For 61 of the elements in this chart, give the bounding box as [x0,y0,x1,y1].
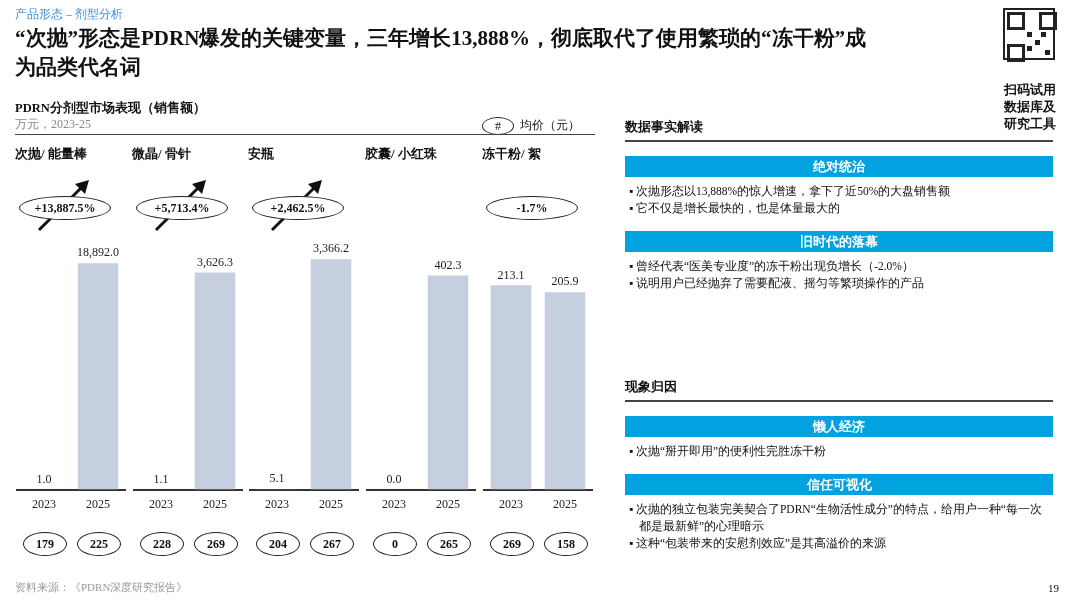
text: 204 [256,532,300,556]
chart-title: 次抛/ 能量棒 [15,145,87,163]
data-label: 3,626.3 [197,254,233,269]
x-tick-label: 2023 [149,496,173,511]
text: 懒人经济 [625,416,1053,437]
data-label: 1.1 [153,471,169,486]
data-label: 213.1 [497,267,525,282]
text: 267 [310,532,354,556]
text: 万元，2023-25 [15,116,91,133]
text: +5,713.4% [136,196,228,220]
text: 数据事实解读 [625,119,703,134]
data-label: 0.0 [386,471,402,486]
text: ▪ 次抛形态以13,888%的惊人增速，拿下了近50%的大盘销售额 [629,184,952,199]
data-label: 18,892.0 [77,245,119,260]
text: ▪ 曾经代表“医美专业度”的冻干粉出现负增长（-2.0%） [629,259,915,274]
x-tick-label: 2025 [319,496,343,511]
text: 0 [373,532,417,556]
text: 265 [427,532,471,556]
x-tick-label: 2023 [499,496,523,511]
text: “次抛”形态是PDRN爆发的关键变量，三年增长13,888%，彻底取代了使用繁琐的“冻干粉”成为品类代名词 [15,25,868,81]
data-label: 5.1 [269,471,285,486]
x-tick-label: 2025 [553,496,577,511]
text: 资料来源：《PDRN深度研究报告》 [15,580,188,595]
text: 179 [23,532,67,556]
text: 269 [194,532,238,556]
text: 225 [77,532,121,556]
text: 旧时代的落幕 [625,231,1053,252]
text: ▪ 次抛“掰开即用”的便利性完胜冻干粉 [629,444,828,459]
text: ▪ 说明用户已经抛弃了需要配液、摇匀等繁琐操作的产品 [629,276,925,291]
text: 现象归因 [625,378,1053,402]
text: 信任可视化 [625,474,1053,495]
text: 均价（元） [520,118,580,133]
x-tick-label: 2025 [203,496,227,511]
text: +13,887.5% [19,196,111,220]
text: 228 [140,532,184,556]
text: +2,462.5% [252,196,344,220]
text: 269 [490,532,534,556]
chart-title: 安瓶 [248,145,274,163]
text: ▪ 它不仅是增长最快的，也是体量最大的 [629,201,841,216]
text: # [482,117,514,135]
data-label: 1.0 [36,471,52,486]
text: 158 [544,532,588,556]
x-tick-label: 2023 [32,496,56,511]
data-label: 402.3 [434,257,462,272]
text: PDRN分剂型市场表现（销售额） [15,100,206,117]
data-label: 205.9 [551,274,579,289]
chart-title: 胶囊/ 小红珠 [365,145,437,163]
data-label: 3,366.2 [313,241,349,256]
chart-title: 微晶/ 骨针 [132,145,191,163]
chart-title: 冻干粉/ 絮 [482,145,541,163]
x-tick-label: 2023 [265,496,289,511]
text: ▪ 次抛的独立包装完美契合了PDRN“生物活性成分”的特点，给用户一种“每一次都是最新鲜”的心理暗示 [629,502,1043,534]
text: -1.7% [486,196,578,220]
text: 绝对统治 [625,156,1053,177]
x-tick-label: 2025 [86,496,110,511]
text: 产品形态 – 剂型分析 [15,6,123,23]
x-tick-label: 2023 [382,496,406,511]
text: ▪ 这种“包装带来的安慰剂效应”是其高溢价的来源 [629,536,888,551]
text: 扫码试用数据库及研究工具 [1002,82,1057,133]
x-tick-label: 2025 [436,496,460,511]
text: 19 [1048,582,1059,594]
